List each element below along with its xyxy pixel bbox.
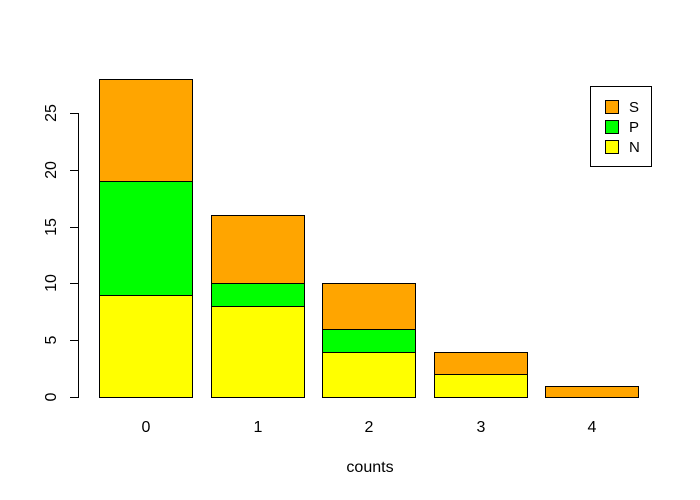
legend-item-s: S [591, 97, 651, 117]
legend-label: N [629, 138, 640, 156]
y-tick-label: 5 [43, 335, 60, 345]
y-tick-label: 25 [43, 104, 60, 122]
bar-0-segment-n [99, 295, 193, 398]
x-tick-label: 4 [587, 419, 597, 436]
x-tick-label: 3 [476, 419, 486, 436]
x-tick-label: 1 [253, 419, 263, 436]
x-tick-label: 2 [364, 419, 374, 436]
legend-swatch-n [605, 140, 619, 154]
bar-0-segment-p [99, 181, 193, 296]
y-tick-label: 0 [43, 392, 60, 402]
bar-1-segment-n [211, 306, 305, 398]
bar-0-segment-s [99, 79, 193, 182]
bar-1-segment-s [211, 215, 305, 284]
y-tick-label: 20 [43, 161, 60, 179]
bar-2-segment-n [322, 352, 416, 398]
bar-2-segment-s [322, 283, 416, 330]
bar-3-segment-s [434, 352, 528, 375]
x-tick-label: 0 [141, 419, 151, 436]
y-tick-label: 10 [43, 274, 60, 292]
x-axis-title: counts [346, 459, 394, 476]
y-tick [70, 340, 78, 341]
legend-label: P [629, 118, 640, 136]
y-axis-line [78, 113, 79, 398]
legend-swatch-p [605, 120, 619, 134]
bar-1-segment-p [211, 283, 305, 307]
legend-label: S [629, 98, 640, 116]
legend-swatch-s [605, 100, 619, 114]
bar-4-segment-s [545, 386, 639, 398]
y-tick [70, 170, 78, 171]
y-tick [70, 227, 78, 228]
bar-3-segment-n [434, 374, 528, 398]
y-tick [70, 113, 78, 114]
bar-2-segment-p [322, 329, 416, 353]
y-tick-label: 15 [43, 218, 60, 236]
y-tick [70, 283, 78, 284]
y-tick [70, 397, 78, 398]
legend-item-n: N [591, 137, 651, 157]
legend-item-p: P [591, 117, 651, 137]
